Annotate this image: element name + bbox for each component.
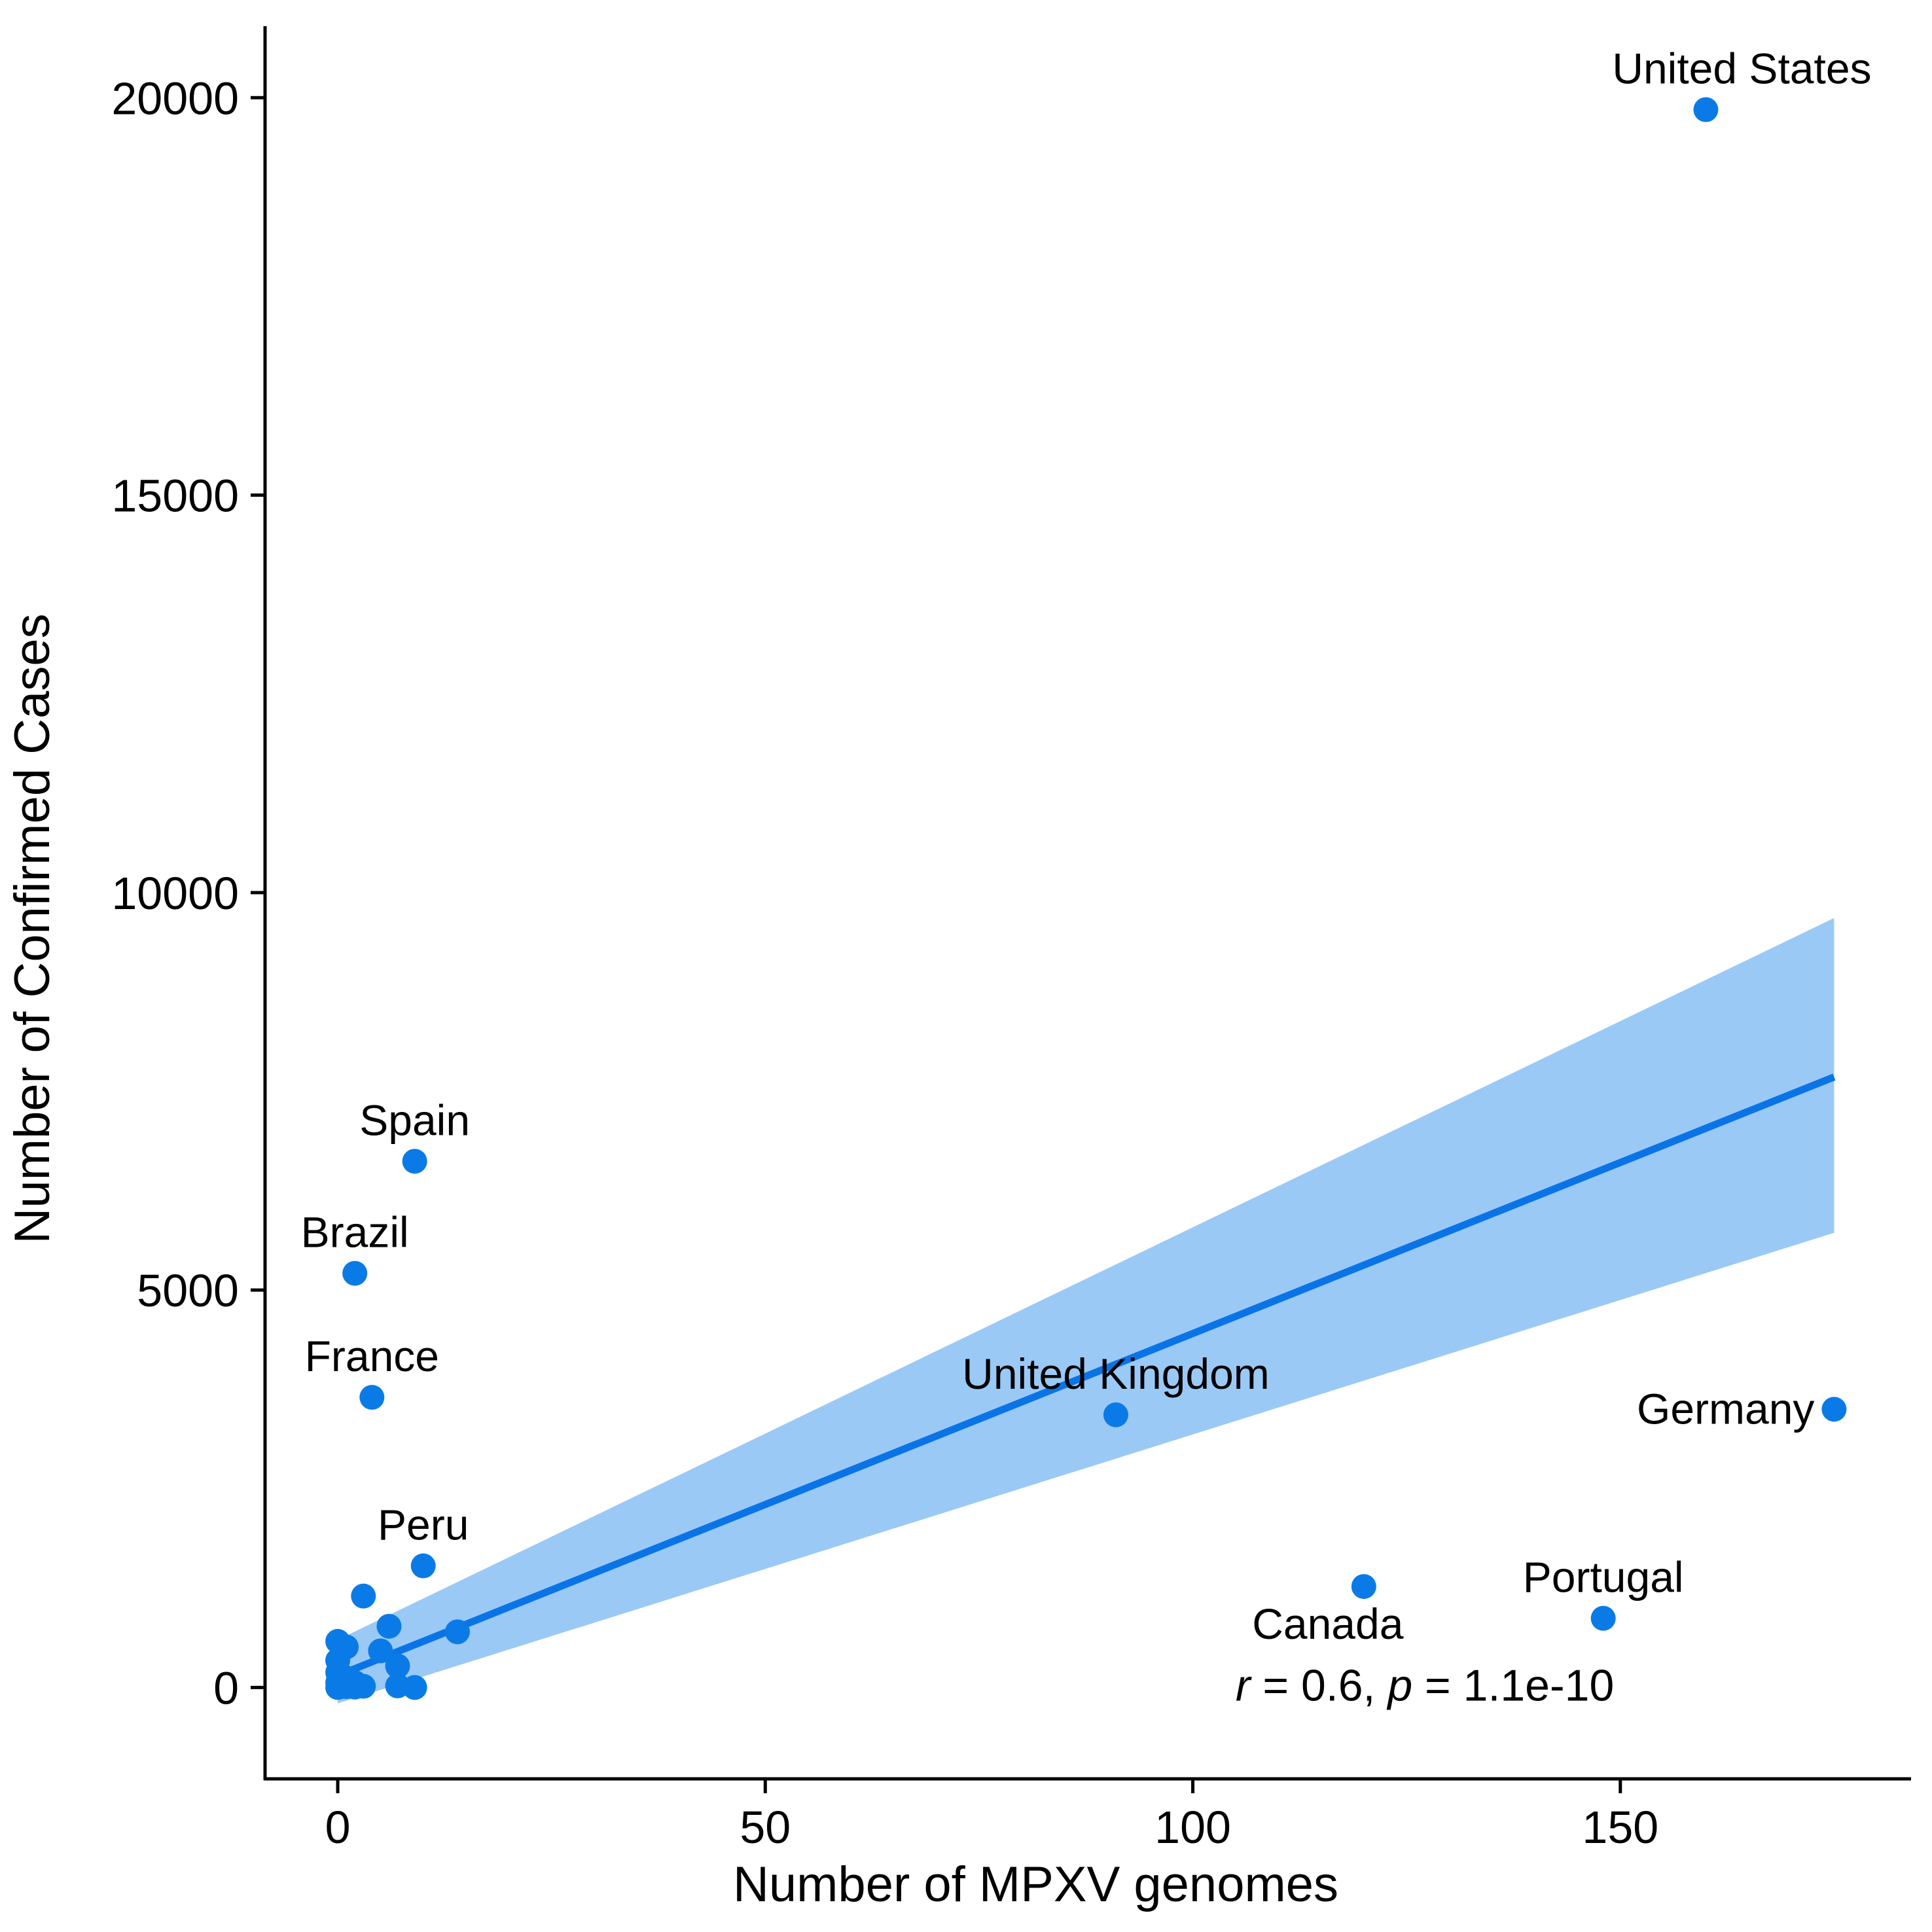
data-point: [351, 1583, 376, 1609]
x-tick-label: 0: [325, 1802, 351, 1853]
data-point: [444, 1619, 470, 1645]
points-layer: [325, 97, 1847, 1700]
data-point-label: Spain: [359, 1096, 470, 1144]
x-tick-label: 50: [740, 1802, 791, 1853]
data-point: [402, 1675, 427, 1700]
data-point-label: United Kingdom: [962, 1350, 1270, 1398]
fit-line-layer: [336, 1073, 1836, 1679]
confidence-band: [338, 918, 1834, 1704]
data-point-label: Portugal: [1523, 1553, 1684, 1601]
p-value: = 1.1e-10: [1412, 1660, 1614, 1710]
data-point-label: France: [305, 1332, 439, 1380]
data-point: [410, 1553, 436, 1579]
p-symbol: p: [1386, 1660, 1412, 1710]
data-point: [342, 1670, 368, 1696]
data-point-label: Germany: [1637, 1384, 1814, 1433]
axes-layer: 0 50 100 150 0 5000 10000 15000 20000 Number of M…: [5, 26, 1911, 1912]
annotation-layer: r = 0.6, p = 1.1e-10: [1236, 1660, 1614, 1710]
y-tick-label: 0: [213, 1662, 239, 1713]
data-point: [1103, 1402, 1128, 1427]
correlation-annotation: r = 0.6, p = 1.1e-10: [1236, 1660, 1614, 1710]
y-tick-label: 5000: [137, 1265, 239, 1316]
data-point: [368, 1638, 393, 1664]
data-point-label: Brazil: [301, 1208, 409, 1257]
data-point-label: Peru: [378, 1501, 469, 1549]
point-labels-layer: United States Spain Brazil France United Kin…: [301, 45, 1872, 1649]
confidence-band-layer: [338, 918, 1834, 1704]
r-symbol: r: [1236, 1660, 1252, 1710]
x-tick-label: 100: [1154, 1802, 1231, 1853]
regression-line: [336, 1073, 1836, 1679]
x-tick-label: 150: [1582, 1802, 1658, 1853]
data-point: [359, 1385, 385, 1410]
x-axis-title: Number of MPXV genomes: [733, 1857, 1338, 1912]
data-point: [385, 1653, 410, 1679]
data-point-label: Canada: [1252, 1600, 1403, 1648]
y-tick-label: 15000: [111, 471, 239, 522]
data-point: [1693, 97, 1719, 122]
data-point: [1821, 1397, 1847, 1422]
y-tick-label: 20000: [111, 73, 239, 124]
data-point: [376, 1613, 402, 1639]
data-point-label: United States: [1612, 45, 1871, 93]
y-tick-label: 10000: [111, 868, 239, 919]
data-point: [1590, 1605, 1616, 1631]
r-value: = 0.6,: [1251, 1660, 1388, 1710]
data-point: [402, 1149, 427, 1174]
data-point: [342, 1261, 368, 1286]
data-point: [1351, 1574, 1376, 1600]
y-axis-title: Number of Confirmed Cases: [5, 613, 60, 1243]
